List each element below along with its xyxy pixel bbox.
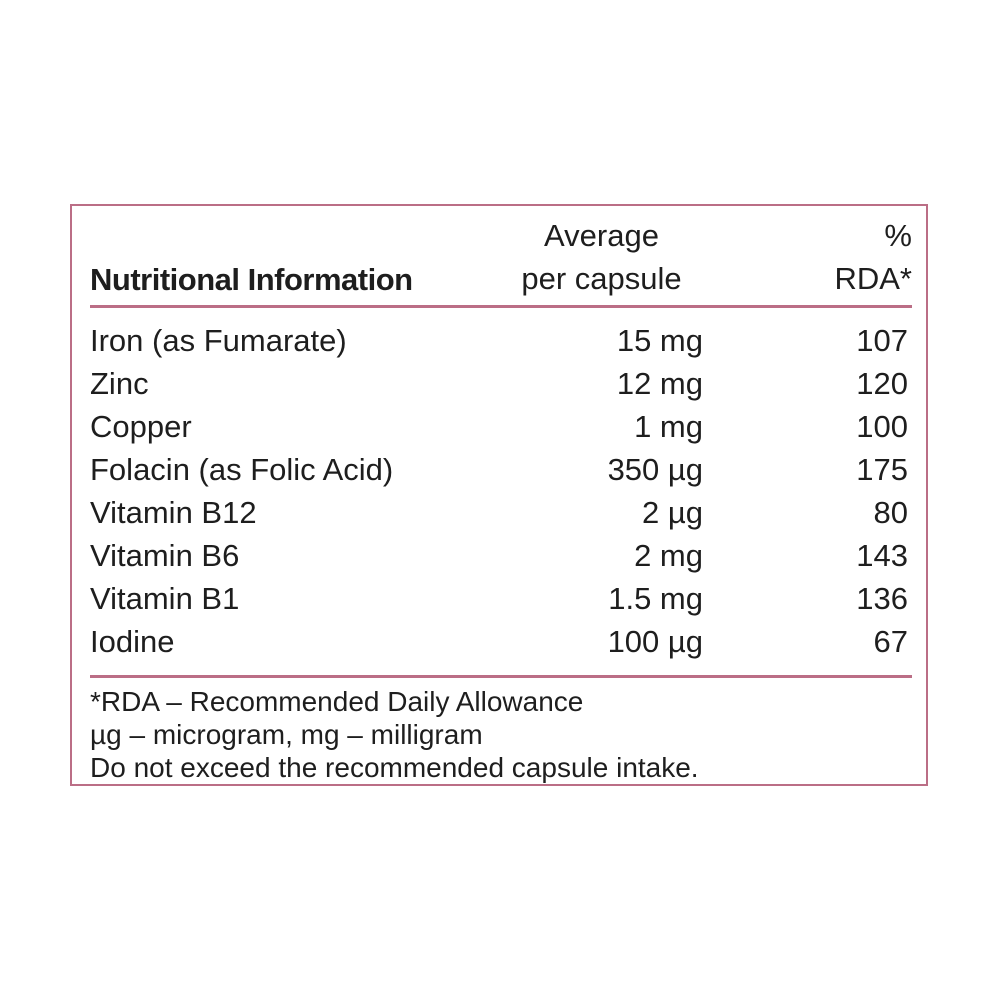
table-row-iodine: Iodine 100 µg 67 — [90, 620, 912, 663]
header-percent-rda: % RDA* — [713, 214, 912, 300]
nutrient-amount: 2 mg — [634, 538, 703, 573]
header-average-line: Average — [544, 218, 659, 253]
nutrient-rda: 120 — [856, 366, 908, 401]
header-separator — [90, 305, 912, 308]
nutrient-amount: 1.5 mg — [608, 581, 703, 616]
nutrient-amount: 2 µg — [642, 495, 703, 530]
table-row-vitamin-b6: Vitamin B6 2 mg 143 — [90, 534, 912, 577]
header-average-per-capsule: Average per capsule — [490, 214, 713, 300]
nutrient-amount: 12 mg — [616, 366, 703, 401]
nutrition-label: Nutritional Information Average per caps… — [70, 204, 928, 786]
nutrient-amount: 15 mg — [616, 323, 703, 358]
header-per-capsule-line: per capsule — [521, 261, 682, 296]
nutrient-name: Vitamin B6 — [90, 538, 240, 573]
table-header: Nutritional Information Average per caps… — [90, 206, 912, 305]
footnote-unit-definitions: µg – microgram, mg – milligram — [90, 719, 483, 750]
nutrient-name: Folacin (as Folic Acid) — [90, 452, 394, 487]
header-nutritional-information: Nutritional Information — [90, 262, 413, 297]
nutrient-name: Vitamin B12 — [90, 495, 257, 530]
nutrient-name: Vitamin B1 — [90, 581, 240, 616]
footer-separator — [90, 675, 912, 678]
table-row-folacin: Folacin (as Folic Acid) 350 µg 175 — [90, 448, 912, 491]
nutrient-rows: Iron (as Fumarate) 15 mg 107 Zinc 12 mg … — [90, 308, 912, 675]
nutrient-rda: 136 — [856, 581, 908, 616]
header-rda-line: RDA* — [834, 261, 912, 296]
nutrient-name: Iodine — [90, 624, 175, 659]
nutrient-rda: 80 — [873, 495, 908, 530]
footnotes: *RDA – Recommended Daily Allowance µg – … — [90, 678, 912, 784]
table-row-vitamin-b1: Vitamin B1 1.5 mg 136 — [90, 577, 912, 620]
footnote-rda-definition: *RDA – Recommended Daily Allowance — [90, 686, 584, 717]
nutrient-name: Zinc — [90, 366, 149, 401]
nutrient-amount: 1 mg — [634, 409, 703, 444]
table-row-vitamin-b12: Vitamin B12 2 µg 80 — [90, 491, 912, 534]
nutrient-amount: 100 µg — [607, 624, 703, 659]
table-row-copper: Copper 1 mg 100 — [90, 405, 912, 448]
nutrient-rda: 175 — [856, 452, 908, 487]
nutrient-name: Iron (as Fumarate) — [90, 323, 347, 358]
nutrient-amount: 350 µg — [607, 452, 703, 487]
nutrient-rda: 100 — [856, 409, 908, 444]
table-row-iron: Iron (as Fumarate) 15 mg 107 — [90, 319, 912, 362]
nutrient-name: Copper — [90, 409, 192, 444]
nutrient-rda: 67 — [873, 624, 908, 659]
footnote-intake-warning: Do not exceed the recommended capsule in… — [90, 752, 699, 783]
nutrient-rda: 143 — [856, 538, 908, 573]
header-percent-line: % — [884, 218, 912, 253]
table-row-zinc: Zinc 12 mg 120 — [90, 362, 912, 405]
nutrient-rda: 107 — [856, 323, 908, 358]
